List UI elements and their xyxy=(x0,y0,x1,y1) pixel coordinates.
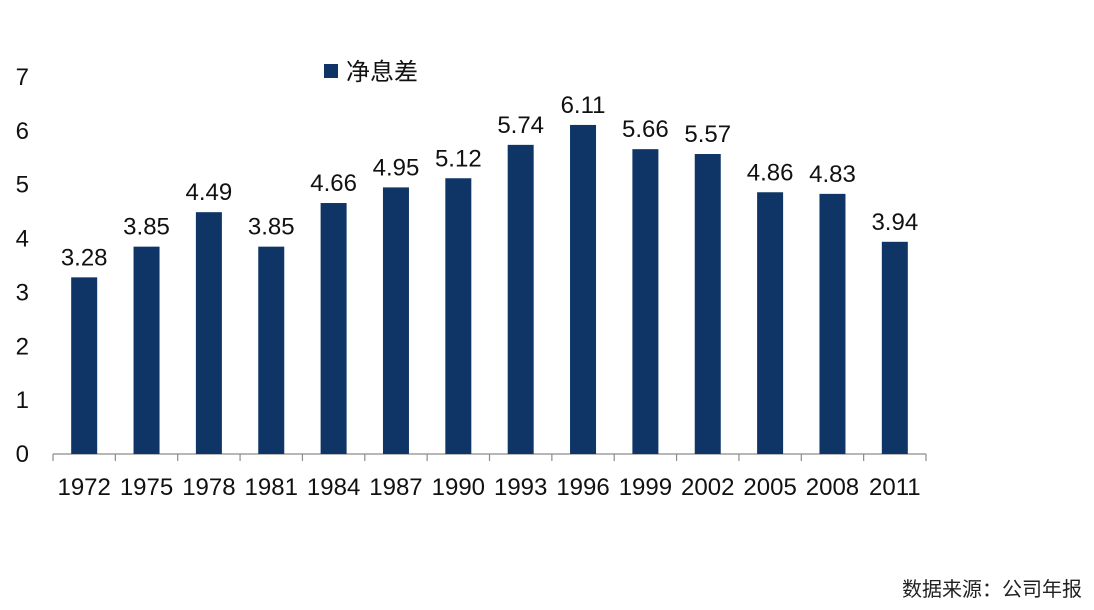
y-tick-label: 7 xyxy=(16,64,29,91)
x-tick-label: 2008 xyxy=(806,474,859,501)
bar xyxy=(570,124,597,454)
y-tick-label: 1 xyxy=(16,387,29,414)
data-label: 5.66 xyxy=(622,116,669,143)
x-tick-label: 1975 xyxy=(120,474,173,501)
x-tick-label: 1990 xyxy=(432,474,485,501)
bar xyxy=(258,246,285,454)
data-label: 3.28 xyxy=(61,244,108,271)
data-labels: 3.28 3.85 4.49 3.85 4.66 4.95 5.12 5.74 6.11 5.66… xyxy=(61,92,918,271)
y-axis: 0 1 2 3 4 5 6 7 xyxy=(16,64,29,468)
bar xyxy=(133,246,160,454)
x-tick-label: 1987 xyxy=(369,474,422,501)
bar xyxy=(382,187,409,454)
data-label: 6.11 xyxy=(561,92,606,119)
bar xyxy=(195,212,222,454)
bar xyxy=(320,203,347,454)
x-tick-label: 1972 xyxy=(57,474,110,501)
y-tick-label: 4 xyxy=(16,226,29,253)
bar xyxy=(632,149,659,454)
x-tick-label: 2002 xyxy=(681,474,734,501)
data-label: 3.85 xyxy=(248,214,295,241)
data-label: 5.57 xyxy=(684,121,731,148)
data-label: 4.66 xyxy=(310,170,357,197)
data-label: 4.83 xyxy=(809,161,856,188)
data-label: 5.12 xyxy=(435,145,482,172)
x-tick-label: 1978 xyxy=(182,474,235,501)
bar xyxy=(819,193,846,454)
x-tick-label: 1999 xyxy=(619,474,672,501)
x-tick-label: 2005 xyxy=(743,474,796,501)
y-tick-label: 6 xyxy=(16,118,29,145)
data-label: 3.85 xyxy=(123,214,170,241)
bar xyxy=(445,178,472,454)
bar xyxy=(507,144,534,455)
legend: 净息差 xyxy=(324,58,418,86)
x-tick-label: 1984 xyxy=(307,474,360,501)
bars xyxy=(71,124,908,455)
bar xyxy=(881,241,908,454)
y-tick-label: 0 xyxy=(16,441,29,468)
x-tick-label: 1996 xyxy=(556,474,609,501)
legend-label: 净息差 xyxy=(346,58,418,86)
x-axis: 1972 1975 1978 1981 1984 1987 1990 1993 1996 1999… xyxy=(52,453,927,501)
x-tick-label: 1981 xyxy=(245,474,298,501)
y-tick-label: 5 xyxy=(16,172,29,199)
legend-swatch xyxy=(324,64,338,78)
data-label: 4.86 xyxy=(747,159,794,186)
y-tick-label: 3 xyxy=(16,279,29,306)
bar xyxy=(757,192,784,455)
data-label: 4.95 xyxy=(373,154,420,181)
data-label: 3.94 xyxy=(871,209,918,236)
source-note: 数据来源：公司年报 xyxy=(902,577,1082,601)
y-tick-label: 2 xyxy=(16,333,29,360)
bar xyxy=(694,154,721,454)
bar xyxy=(71,277,98,454)
x-tick-label: 2011 xyxy=(869,474,921,501)
data-label: 4.49 xyxy=(186,179,233,206)
data-label: 5.74 xyxy=(497,112,544,139)
x-tick-label: 1993 xyxy=(494,474,547,501)
